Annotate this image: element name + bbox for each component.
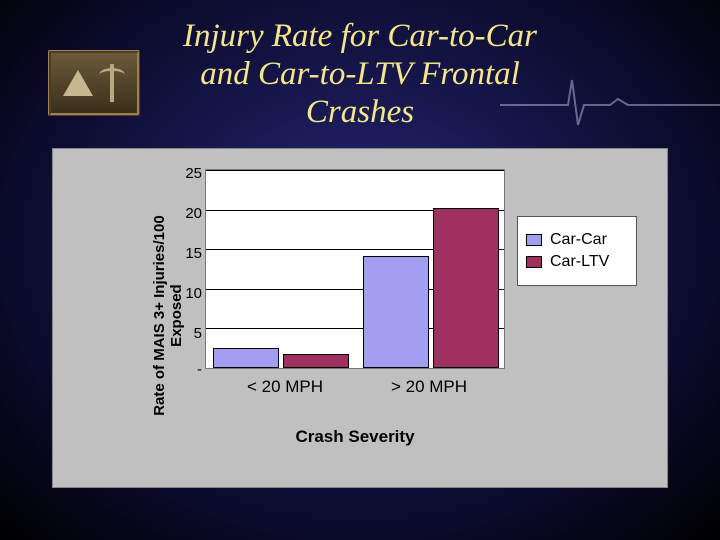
y-tick-label: 20 [172,205,202,222]
legend-label: Car-LTV [550,253,609,271]
legend-item: Car-LTV [526,253,628,271]
x-tick-label: > 20 MPH [359,377,499,397]
title-line: and Car-to-LTV Frontal [200,56,520,92]
y-tick-label: 15 [172,245,202,262]
bars-layer [206,170,504,368]
y-tick-label: 5 [172,325,202,342]
bar [363,256,429,368]
slide-title: Injury Rate for Car-to-Car and Car-to-LT… [0,18,720,132]
plot-area [205,169,505,369]
y-tick-label: - [172,361,202,378]
legend-label: Car-Car [550,231,607,249]
y-ticks: 25 20 15 10 5 - [172,167,202,371]
legend: Car-Car Car-LTV [517,216,637,286]
y-tick-label: 25 [172,165,202,182]
chart-container: Rate of MAIS 3+ Injuries/100 Exposed 25 … [52,148,668,488]
title-line: Injury Rate for Car-to-Car [183,18,537,54]
bar [283,354,349,368]
bar [213,348,279,368]
legend-swatch [526,234,542,246]
legend-item: Car-Car [526,231,628,249]
title-line: Crashes [306,94,414,130]
x-axis-title: Crash Severity [205,427,505,447]
legend-swatch [526,256,542,268]
x-tick-label: < 20 MPH [215,377,355,397]
y-tick-label: 10 [172,285,202,302]
bar [433,208,499,368]
